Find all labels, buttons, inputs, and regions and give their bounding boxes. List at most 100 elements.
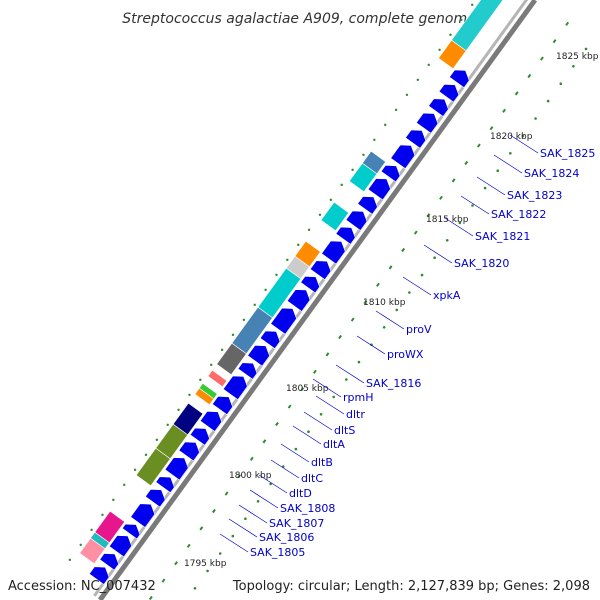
- scale-dot: [231, 333, 235, 337]
- cds-arrow[interactable]: [130, 503, 156, 528]
- gene-label[interactable]: SAK_1825: [540, 147, 595, 160]
- cds-arrow[interactable]: [222, 375, 248, 401]
- cds-arrow[interactable]: [405, 129, 427, 149]
- gene-block[interactable]: [320, 201, 350, 232]
- gene-label[interactable]: dltr: [346, 408, 365, 421]
- cds-arrow[interactable]: [345, 210, 368, 231]
- cds-arrow[interactable]: [211, 396, 233, 416]
- gc-dot: [332, 395, 336, 399]
- cds-arrow[interactable]: [321, 240, 346, 265]
- gene-block[interactable]: [294, 240, 321, 268]
- cds-arrow[interactable]: [155, 476, 175, 494]
- gene-block[interactable]: [94, 510, 126, 544]
- cds-arrow[interactable]: [367, 178, 391, 201]
- cds-arrow[interactable]: [144, 489, 166, 508]
- gene-label[interactable]: SAK_1807: [269, 517, 324, 530]
- gene-block[interactable]: [451, 0, 510, 52]
- gene-label[interactable]: SAK_1816: [366, 377, 421, 390]
- gene-label[interactable]: xpkA: [433, 289, 461, 302]
- scale-dot: [286, 258, 289, 262]
- gc-dot: [395, 308, 399, 312]
- gene-label[interactable]: SAK_1824: [524, 167, 579, 180]
- label-leader: [402, 276, 432, 296]
- cds-arrow[interactable]: [449, 69, 470, 89]
- cds-arrow[interactable]: [270, 307, 297, 335]
- gc-tick: [249, 456, 254, 461]
- gc-tick: [224, 491, 229, 496]
- kbp-label: 1825 kbp: [556, 52, 599, 62]
- scale-dot: [68, 558, 72, 562]
- gc-dot: [206, 569, 209, 573]
- gene-label[interactable]: SAK_1820: [454, 257, 509, 270]
- cds-arrow[interactable]: [164, 457, 189, 481]
- label-leaders: [219, 134, 539, 553]
- cds-arrow[interactable]: [259, 330, 281, 350]
- cds-arrow[interactable]: [189, 427, 210, 446]
- scale-dot: [297, 243, 300, 247]
- cds-arrow[interactable]: [335, 226, 356, 245]
- cds-arrow[interactable]: [390, 144, 416, 170]
- scale-dot: [351, 168, 354, 172]
- gc-tick: [350, 317, 355, 322]
- gene-block[interactable]: [361, 150, 387, 175]
- cds-arrow[interactable]: [428, 98, 449, 117]
- scale-dot: [210, 363, 213, 367]
- gene-labels[interactable]: SAK_1825 SAK_1824 SAK_1823 SAK_1822 SAK_…: [250, 147, 595, 559]
- gene-label[interactable]: dltA: [323, 438, 345, 451]
- scale-dot: [144, 453, 148, 457]
- label-leader: [258, 474, 288, 494]
- cds-arrow[interactable]: [415, 112, 439, 134]
- gene-label[interactable]: SAK_1822: [491, 208, 546, 221]
- cds-arrow[interactable]: [99, 553, 119, 571]
- label-leader: [423, 244, 453, 264]
- gc-tick: [325, 352, 330, 357]
- cds-arrow[interactable]: [380, 165, 401, 183]
- gc-tick: [312, 369, 317, 374]
- scale-dot: [199, 378, 202, 382]
- cds-arrow[interactable]: [309, 260, 332, 281]
- gene-label[interactable]: SAK_1805: [250, 546, 305, 559]
- label-leader: [335, 364, 365, 384]
- cds-arrow[interactable]: [438, 84, 460, 103]
- scale-dot: [405, 93, 409, 97]
- gene-label[interactable]: dltS: [334, 424, 355, 437]
- cds-arrow[interactable]: [357, 196, 378, 215]
- gene-label[interactable]: dltC: [301, 472, 323, 485]
- label-leader: [493, 154, 523, 174]
- gene-label[interactable]: dltD: [289, 487, 312, 500]
- gc-tick: [527, 73, 532, 79]
- gene-label[interactable]: SAK_1823: [507, 189, 562, 202]
- gene-label[interactable]: SAK_1821: [475, 230, 530, 243]
- gc-tick: [363, 300, 368, 305]
- scale-dot: [155, 438, 159, 442]
- cds-arrow[interactable]: [108, 535, 133, 558]
- gene-label[interactable]: rpmH: [343, 391, 374, 404]
- gene-block[interactable]: [198, 382, 218, 400]
- gene-label[interactable]: proV: [406, 323, 432, 336]
- cds-arrow[interactable]: [300, 276, 320, 294]
- scale-dot: [307, 228, 311, 232]
- gc-tick: [338, 334, 342, 340]
- gc-tick: [565, 21, 570, 26]
- cds-arrow[interactable]: [247, 345, 270, 367]
- gene-label[interactable]: SAK_1806: [259, 531, 314, 544]
- scale-dot: [242, 318, 246, 322]
- gene-block[interactable]: [172, 402, 204, 436]
- scale-dot: [112, 498, 115, 502]
- cds-arrow[interactable]: [199, 411, 223, 432]
- gene-label[interactable]: dltB: [311, 456, 333, 469]
- feature-track[interactable]: [79, 0, 510, 585]
- kbp-label: 1795 kbp: [184, 559, 227, 569]
- gc-tick: [514, 91, 519, 96]
- scale-dot: [90, 528, 93, 532]
- cds-arrow[interactable]: [286, 289, 311, 312]
- gene-label[interactable]: SAK_1808: [280, 502, 335, 515]
- gene-label[interactable]: proWX: [387, 348, 424, 361]
- cds-arrow[interactable]: [237, 362, 258, 380]
- gc-tick: [161, 578, 166, 583]
- cds-arrow[interactable]: [121, 523, 141, 540]
- cds-arrow[interactable]: [88, 566, 110, 585]
- cds-arrow[interactable]: [178, 441, 200, 462]
- gene-block[interactable]: [207, 369, 228, 388]
